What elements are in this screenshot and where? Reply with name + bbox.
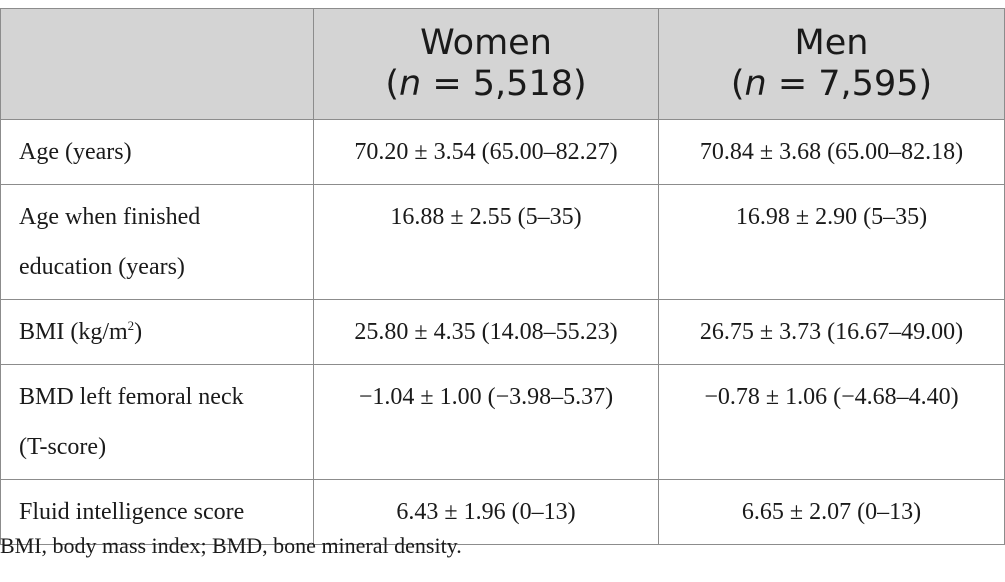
- table-footnote: BMI, body mass index; BMD, bone mineral …: [0, 533, 462, 558]
- header-women-label: Women: [420, 23, 552, 63]
- row-label-education-line2: education (years): [19, 254, 185, 280]
- header-empty-cell: [0, 8, 314, 120]
- cell-men-education: 16.98 ± 2.90 (5–35): [658, 184, 1005, 300]
- data-table-container: Women (n = 5,518) Men (n = 7,595) Age (y…: [0, 8, 1005, 545]
- table-row: BMD left femoral neck (T-score) −1.04 ± …: [0, 364, 1005, 480]
- header-women-count: (n = 5,518): [385, 64, 587, 104]
- table-row: Age when finished education (years) 16.8…: [0, 184, 1005, 300]
- cell-women-bmi: 25.80 ± 4.35 (14.08–55.23): [313, 299, 659, 365]
- cell-women-fluid-intelligence: 6.43 ± 1.96 (0–13): [313, 479, 659, 545]
- header-row: Women (n = 5,518) Men (n = 7,595): [0, 8, 1005, 120]
- bmi-superscript: 2: [127, 318, 135, 333]
- cell-women-age: 70.20 ± 3.54 (65.00–82.27): [313, 119, 659, 185]
- table-row: Fluid intelligence score 6.43 ± 1.96 (0–…: [0, 479, 1005, 545]
- header-men-count: (n = 7,595): [730, 64, 933, 104]
- row-label-fluid-intelligence: Fluid intelligence score: [0, 479, 314, 545]
- row-label-education-line1: Age when finished: [19, 204, 201, 230]
- row-label-bmi: BMI (kg/m2): [0, 299, 314, 365]
- characteristics-table: Women (n = 5,518) Men (n = 7,595) Age (y…: [0, 8, 1005, 545]
- row-label-education: Age when finished education (years): [0, 184, 314, 300]
- header-men: Men (n = 7,595): [658, 8, 1005, 120]
- row-label-age: Age (years): [0, 119, 314, 185]
- cell-men-fluid-intelligence: 6.65 ± 2.07 (0–13): [658, 479, 1005, 545]
- cell-men-bmd: −0.78 ± 1.06 (−4.68–4.40): [658, 364, 1005, 480]
- table-row: BMI (kg/m2) 25.80 ± 4.35 (14.08–55.23) 2…: [0, 299, 1005, 365]
- row-label-bmd-line2: (T-score): [19, 434, 107, 460]
- header-men-label: Men: [794, 23, 869, 63]
- table-row: Age (years) 70.20 ± 3.54 (65.00–82.27) 7…: [0, 119, 1005, 185]
- cell-men-age: 70.84 ± 3.68 (65.00–82.18): [658, 119, 1005, 185]
- cell-men-bmi: 26.75 ± 3.73 (16.67–49.00): [658, 299, 1005, 365]
- cell-women-bmd: −1.04 ± 1.00 (−3.98–5.37): [313, 364, 659, 480]
- cell-women-education: 16.88 ± 2.55 (5–35): [313, 184, 659, 300]
- row-label-bmd-line1: BMD left femoral neck: [19, 384, 244, 410]
- row-label-bmd: BMD left femoral neck (T-score): [0, 364, 314, 480]
- header-women: Women (n = 5,518): [313, 8, 659, 120]
